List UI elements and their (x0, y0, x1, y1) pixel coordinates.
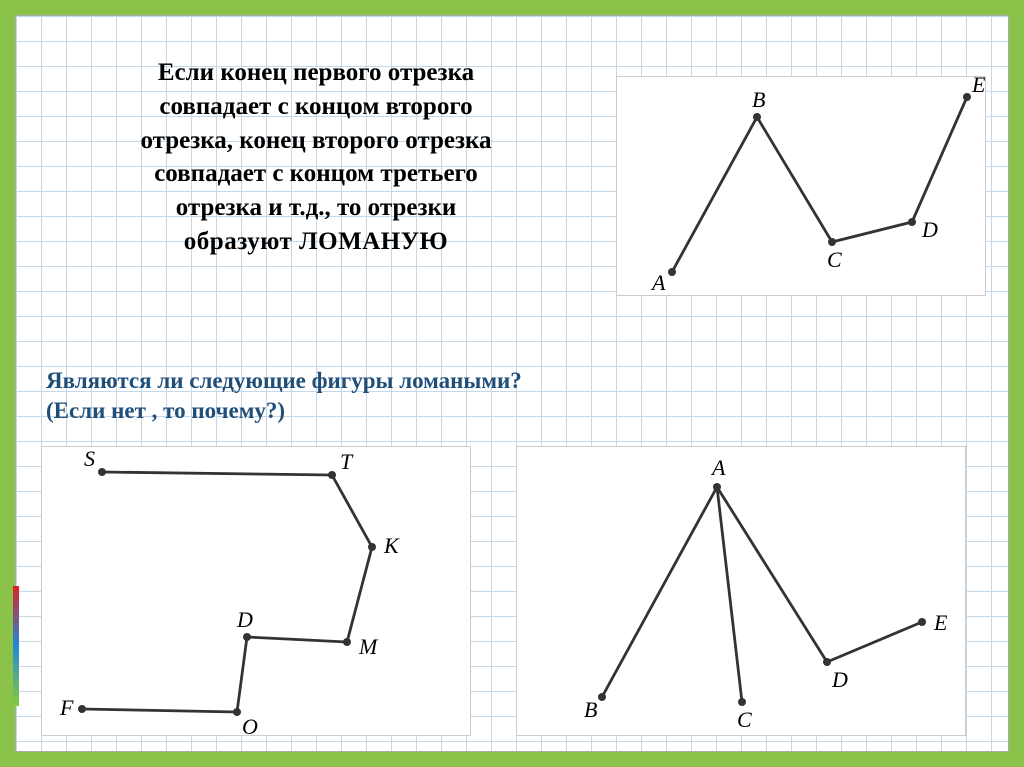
polyline-diagram-abcde2: A B C D E (516, 446, 966, 736)
definition-line: совпадает с концом третьего (154, 160, 478, 187)
svg-text:K: K (383, 533, 400, 558)
definition-text: Если конец первого отрезка совпадает с к… (36, 56, 596, 259)
page: Если конец первого отрезка совпадает с к… (15, 15, 1009, 752)
svg-text:D: D (236, 607, 253, 632)
question-line: Являются ли следующие фигуры ломаными? (46, 368, 522, 393)
svg-text:T: T (340, 449, 354, 474)
svg-text:C: C (737, 707, 752, 732)
svg-text:O: O (242, 714, 258, 737)
svg-text:S: S (84, 447, 95, 471)
question-text: Являются ли следующие фигуры ломаными? (… (46, 366, 522, 426)
polyline-svg: A B C D E (617, 77, 987, 297)
polyline-svg: S T K M D O F (42, 447, 472, 737)
definition-line: отрезка и т.д., то отрезки (176, 194, 457, 221)
polyline-diagram-stkmdof: S T K M D O F (41, 446, 471, 736)
svg-text:F: F (59, 695, 74, 720)
polyline-svg: A B C D E (517, 447, 967, 737)
svg-text:M: M (358, 634, 379, 659)
svg-text:E: E (971, 77, 986, 97)
definition-line: Если конец первого отрезка (158, 59, 474, 86)
definition-line: совпадает с концом второго (159, 93, 472, 120)
svg-text:A: A (710, 455, 726, 480)
svg-text:E: E (933, 610, 948, 635)
svg-text:D: D (831, 667, 848, 692)
svg-text:A: A (650, 270, 666, 295)
svg-text:B: B (584, 697, 597, 722)
definition-line: образуют ЛОМАНУЮ (184, 228, 448, 255)
polyline-diagram-abcde: A B C D E (616, 76, 986, 296)
question-line: (Если нет , то почему?) (46, 398, 285, 423)
svg-text:C: C (827, 247, 842, 272)
decorative-stripe (13, 586, 19, 706)
definition-line: отрезка, конец второго отрезка (140, 127, 491, 154)
svg-text:D: D (921, 217, 938, 242)
svg-text:B: B (752, 87, 765, 112)
